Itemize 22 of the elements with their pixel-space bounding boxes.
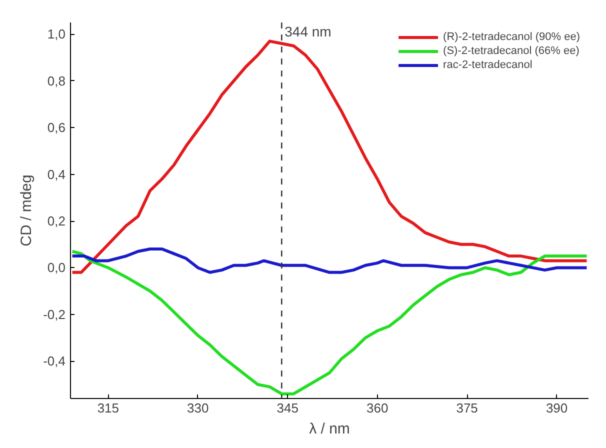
x-tick-label: 360 (366, 400, 388, 416)
y-tick-label: 0,6 (47, 120, 66, 136)
y-tick-label: 0,2 (47, 214, 66, 229)
line-series (70, 250, 588, 396)
y-tick-label: -0,2 (43, 306, 66, 322)
x-tick-label: 375 (456, 400, 478, 416)
legend-label: (R)-2-tetradecanol (90% ee) (443, 30, 580, 44)
y-tick-label: 0,8 (47, 73, 66, 88)
y-tick-label: -0,4 (43, 354, 66, 369)
line-series (70, 248, 588, 274)
y-tick-label: 0,0 (47, 260, 66, 276)
x-tick-label: 345 (276, 400, 298, 416)
legend-label: rac-2-tetradecanol (443, 58, 532, 72)
x-tick-label: 330 (187, 400, 209, 416)
x-tick-label: 315 (97, 400, 120, 416)
x-axis-title: λ / nm (309, 420, 350, 438)
y-tick-label: 0,4 (47, 166, 66, 182)
y-axis-title: CD / mdeg (18, 174, 36, 246)
x-tick-label: 390 (546, 400, 568, 416)
ref-line-label: 344 nm (284, 24, 332, 40)
legend-label: (S)-2-tetradecanol (66% ee) (443, 44, 580, 58)
y-tick-label: 1,0 (47, 26, 66, 42)
